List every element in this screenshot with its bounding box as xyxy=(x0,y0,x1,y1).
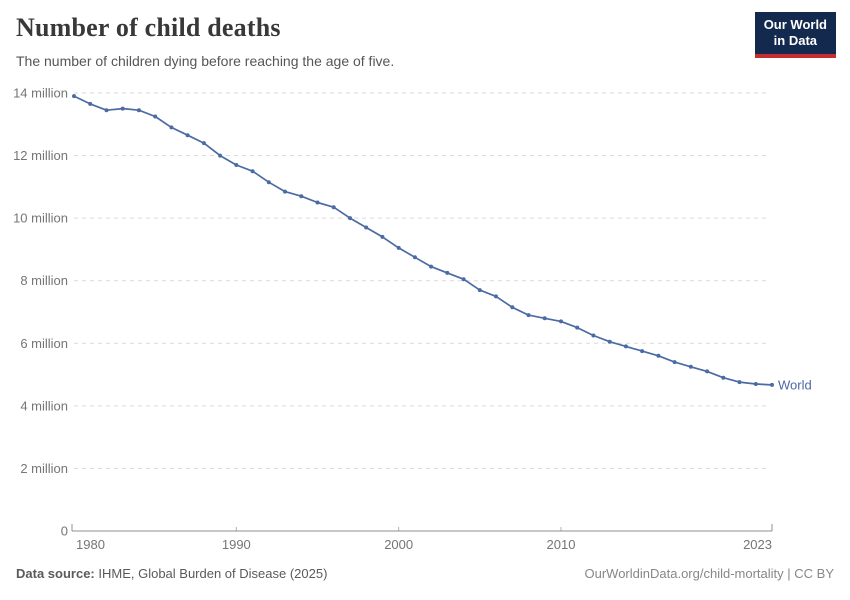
data-point xyxy=(331,205,336,210)
data-point xyxy=(526,313,531,318)
y-axis-tick-label: 6 million xyxy=(20,336,68,351)
data-point xyxy=(218,153,223,158)
y-axis-tick-label: 2 million xyxy=(20,461,68,476)
data-point xyxy=(494,294,498,299)
x-axis-tick-label: 2023 xyxy=(743,537,772,552)
data-point xyxy=(559,319,563,324)
y-axis-tick-label: 14 million xyxy=(13,86,68,101)
data-point xyxy=(721,375,726,380)
data-point xyxy=(510,305,515,310)
data-point xyxy=(88,101,93,106)
data-point xyxy=(72,94,76,99)
data-point xyxy=(104,108,109,113)
data-point xyxy=(315,200,320,205)
footer-link[interactable]: OurWorldinData.org/child-mortality | CC … xyxy=(584,566,835,581)
data-source-text: IHME, Global Burden of Disease (2025) xyxy=(94,566,328,581)
page-title: Number of child deaths xyxy=(16,13,281,42)
chart-subtitle: The number of children dying before reac… xyxy=(16,53,395,69)
owid-logo-line2: in Data xyxy=(773,33,818,49)
data-point xyxy=(201,141,206,146)
data-point xyxy=(283,189,287,194)
y-axis-tick-label: 4 million xyxy=(20,398,68,413)
data-point xyxy=(299,194,304,199)
data-point xyxy=(429,264,434,269)
data-point xyxy=(380,234,385,239)
data-point xyxy=(477,288,482,293)
data-point xyxy=(640,349,645,354)
series-label-world: World xyxy=(778,377,812,392)
data-point xyxy=(136,108,141,113)
data-point xyxy=(656,353,661,358)
data-point xyxy=(364,225,369,230)
data-point xyxy=(120,106,125,111)
x-axis-tick-label: 2000 xyxy=(384,537,413,552)
data-point xyxy=(705,369,710,374)
y-axis-tick-label: 10 million xyxy=(13,211,68,226)
data-point xyxy=(753,382,758,386)
data-point xyxy=(688,364,693,369)
world-series-line xyxy=(73,95,773,386)
data-point xyxy=(575,325,580,330)
owid-logo-line1: Our World xyxy=(763,17,827,32)
y-axis-tick-label: 12 million xyxy=(13,148,68,163)
data-point xyxy=(348,216,352,221)
chart-footer: Data source: IHME, Global Burden of Dise… xyxy=(16,566,834,581)
data-source-label: Data source: xyxy=(16,566,95,581)
data-point xyxy=(396,245,401,250)
data-point xyxy=(591,333,596,338)
data-point xyxy=(672,360,677,365)
owid-logo[interactable]: Our World in Data xyxy=(754,12,836,58)
data-point xyxy=(169,125,174,130)
data-point xyxy=(266,180,271,185)
data-point xyxy=(737,380,742,385)
data-point xyxy=(412,255,417,260)
data-point xyxy=(542,316,547,321)
x-axis-tick-label: 1990 xyxy=(222,537,251,552)
data-point xyxy=(607,339,612,344)
data-point xyxy=(153,114,158,119)
data-point xyxy=(445,270,450,275)
data-point xyxy=(770,382,774,387)
x-axis-tick-label: 2010 xyxy=(547,537,576,552)
data-point xyxy=(461,277,466,282)
data-point xyxy=(234,163,239,167)
y-axis-tick-label: 0 xyxy=(61,524,68,539)
data-point xyxy=(623,344,628,349)
data-point xyxy=(250,169,255,174)
line-chart: 0 2 million 4 million 6 million 8 million 10 … xyxy=(13,86,812,553)
data-point xyxy=(185,133,190,138)
data-source: Data source: IHME, Global Burden of Dise… xyxy=(16,566,327,581)
y-axis-tick-label: 8 million xyxy=(20,273,68,288)
x-axis-tick-label: 1980 xyxy=(76,537,105,552)
